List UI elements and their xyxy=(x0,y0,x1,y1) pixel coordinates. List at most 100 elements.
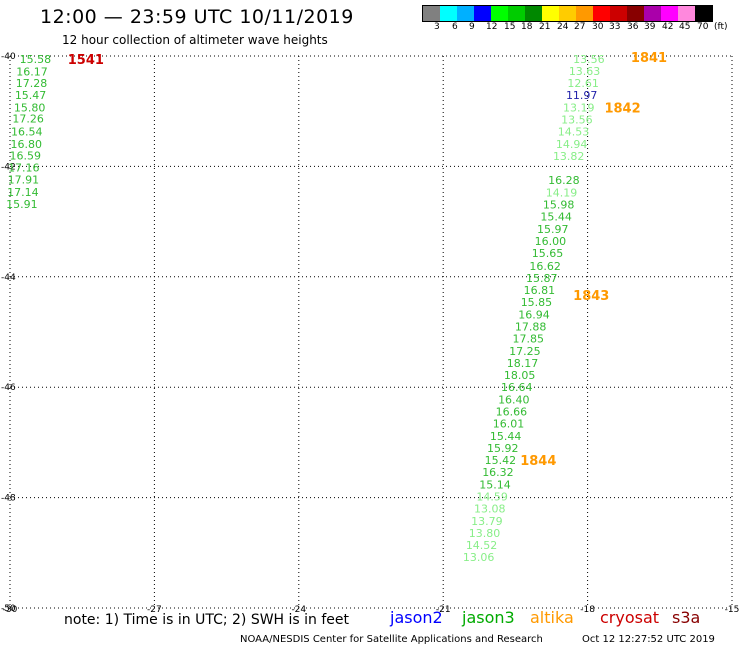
wave-height-value: 15.91 xyxy=(6,198,38,211)
satellite-label-cryosat: cryosat xyxy=(600,608,660,627)
satellite-label-jason2: jason2 xyxy=(390,608,443,627)
legend-label: 36 xyxy=(627,22,639,32)
wave-height-value: 16.17 xyxy=(16,65,47,78)
lat-tick-label: -44 xyxy=(1,273,16,283)
legend-label: 3 xyxy=(434,22,440,32)
wave-height-value: 15.85 xyxy=(521,296,553,309)
wave-height-value: 18.05 xyxy=(504,369,536,382)
wave-height-value: 17.26 xyxy=(12,112,44,125)
lon-tick-label: -30 xyxy=(3,605,18,615)
legend-swatch xyxy=(542,6,559,21)
lon-tick-label: -15 xyxy=(725,605,740,615)
wave-height-value: 17.28 xyxy=(16,77,48,90)
wave-height-value: 17.88 xyxy=(515,320,547,333)
wave-height-value: 13.79 xyxy=(471,515,503,528)
lat-tick-label: -48 xyxy=(1,494,16,504)
footer-note: note: 1) Time is in UTC; 2) SWH is in fe… xyxy=(64,612,350,628)
legend-label: 33 xyxy=(609,22,621,32)
legend-swatch xyxy=(627,6,644,21)
color-legend-labels: 3 6 9 12 15 18 21 24 27 30 33 36 39 42 45 70 (ft) xyxy=(0,22,740,34)
wave-height-value: 16.40 xyxy=(498,393,530,406)
legend-label: 18 xyxy=(521,22,533,32)
lat-tick-label: -50 xyxy=(1,604,16,614)
wave-height-value: 16.66 xyxy=(496,405,528,418)
wave-height-value: 16.94 xyxy=(518,308,550,321)
lon-tick-label: -24 xyxy=(291,605,306,615)
wave-height-value: 16.00 xyxy=(535,235,567,248)
color-legend-bar xyxy=(422,5,713,22)
wave-height-value: 17.85 xyxy=(513,333,545,346)
wave-height-value: 15.14 xyxy=(479,478,511,491)
wave-height-value: 15.97 xyxy=(537,223,569,236)
legend-swatch xyxy=(525,6,542,21)
wave-height-value: 17.91 xyxy=(8,174,40,187)
wave-height-value: 14.94 xyxy=(556,138,588,151)
wave-height-value: 14.52 xyxy=(466,539,498,552)
wave-height-value: 13.56 xyxy=(573,53,605,66)
wave-height-value: 16.28 xyxy=(548,174,580,187)
wave-height-value: 15.92 xyxy=(487,442,519,455)
lat-tick-label: -40 xyxy=(1,52,16,62)
legend-swatch xyxy=(423,6,440,21)
legend-label: 45 xyxy=(679,22,691,32)
legend-swatch xyxy=(678,6,695,21)
legend-label: 12 xyxy=(486,22,498,32)
satellite-label-s3a: s3a xyxy=(672,608,701,627)
wave-height-value: 12.61 xyxy=(567,77,599,90)
pass-number-label: 1842 xyxy=(604,101,640,116)
wave-height-value: 13.82 xyxy=(553,150,585,163)
legend-label: 27 xyxy=(574,22,586,32)
pass-number-label: 1843 xyxy=(573,289,609,304)
wave-height-value: 16.62 xyxy=(529,260,561,273)
wave-height-value: 13.19 xyxy=(563,101,595,114)
wave-height-value: 15.80 xyxy=(14,101,46,114)
satellite-label-altika: altika xyxy=(530,608,574,627)
pass-number-label: 1841 xyxy=(631,51,667,66)
wave-height-value: 16.01 xyxy=(493,418,525,431)
legend-swatch xyxy=(457,6,474,21)
wave-height-value: 13.80 xyxy=(469,527,501,540)
lat-tick-label: -42 xyxy=(1,162,16,172)
legend-swatch xyxy=(661,6,678,21)
legend-swatch xyxy=(593,6,610,21)
wave-height-value: 17.16 xyxy=(8,162,40,175)
wave-height-value: 15.87 xyxy=(526,272,558,285)
lon-tick-label: -21 xyxy=(436,605,451,615)
legend-swatch xyxy=(474,6,491,21)
legend-label: (ft) xyxy=(714,22,728,32)
legend-swatch xyxy=(576,6,593,21)
wave-height-value: 13.08 xyxy=(474,503,506,516)
legend-swatch xyxy=(610,6,627,21)
wave-height-value: 17.14 xyxy=(7,186,39,199)
wave-height-value: 14.19 xyxy=(546,186,578,199)
lon-tick-label: -18 xyxy=(580,605,595,615)
legend-swatch xyxy=(508,6,525,21)
wave-height-value: 15.98 xyxy=(543,198,575,211)
map-title: 12:00 — 23:59 UTC 10/11/2019 xyxy=(40,6,354,28)
legend-label: 6 xyxy=(452,22,458,32)
legend-label: 39 xyxy=(644,22,656,32)
legend-label: 70 xyxy=(697,22,709,32)
credit-text: NOAA/NESDIS Center for Satellite Applica… xyxy=(240,634,543,645)
pass-number-label: 1844 xyxy=(520,454,556,469)
legend-label: 9 xyxy=(469,22,475,32)
wave-height-value: 16.64 xyxy=(501,381,532,394)
legend-label: 42 xyxy=(662,22,674,32)
pass-number-label: 1541 xyxy=(68,53,104,68)
wave-height-value: 18.17 xyxy=(507,357,538,370)
wave-height-value: 15.42 xyxy=(485,454,517,467)
wave-height-value: 15.47 xyxy=(15,89,46,102)
wave-height-value: 16.32 xyxy=(482,466,514,479)
wave-height-value: 13.06 xyxy=(463,551,495,564)
legend-swatch xyxy=(559,6,576,21)
legend-label: 21 xyxy=(539,22,551,32)
legend-label: 24 xyxy=(557,22,569,32)
wave-height-value: 15.44 xyxy=(540,211,572,224)
wave-height-value: 16.81 xyxy=(524,284,556,297)
wave-height-value: 14.59 xyxy=(476,490,508,503)
legend-swatch xyxy=(695,6,712,21)
lat-tick-label: -46 xyxy=(1,383,16,393)
legend-swatch xyxy=(440,6,457,21)
lon-tick-label: -27 xyxy=(147,605,162,615)
